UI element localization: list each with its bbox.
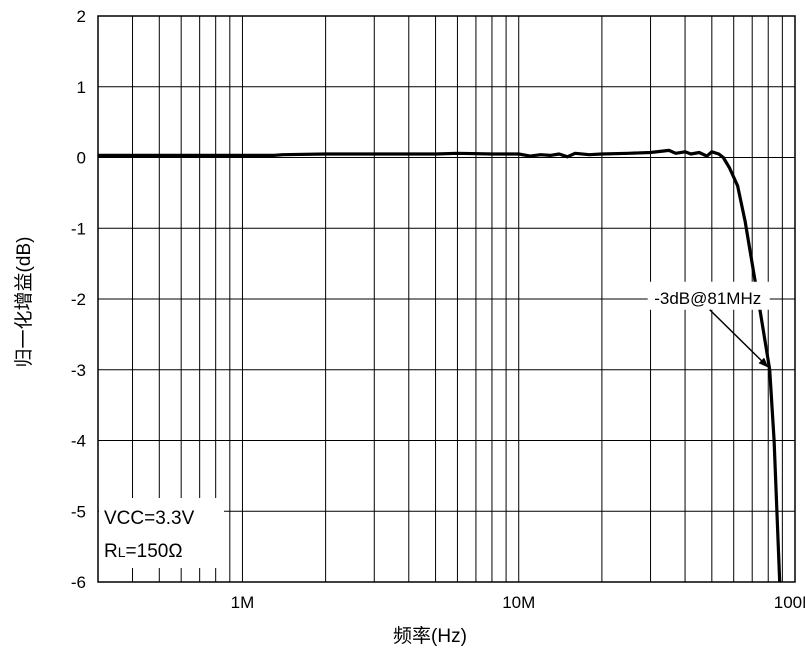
y-axis-label: 归一化增益(dB) bbox=[13, 237, 35, 368]
y-tick-label: 0 bbox=[77, 149, 86, 168]
y-tick-label: -5 bbox=[71, 502, 86, 521]
annotation-label: -3dB@81MHz bbox=[654, 289, 761, 308]
y-tick-label: -2 bbox=[71, 290, 86, 309]
rl-label-subscript: L bbox=[118, 544, 126, 560]
gain-curve bbox=[98, 148, 782, 583]
x-tick-label: 100M bbox=[774, 593, 805, 612]
conditions-box: VCC=3.3V RL=150Ω bbox=[99, 498, 224, 568]
y-tick-label: -4 bbox=[71, 432, 86, 451]
rl-label-suffix: =150Ω bbox=[126, 541, 183, 562]
conditions-box-background bbox=[99, 498, 224, 568]
x-tick-label: 1M bbox=[231, 593, 255, 612]
y-tick-label: -6 bbox=[71, 573, 86, 592]
annotation-label-background bbox=[647, 281, 770, 310]
y-tick-label: -3 bbox=[71, 361, 86, 380]
rl-label: RL=150Ω bbox=[104, 541, 183, 562]
annotation-arrow bbox=[709, 309, 769, 368]
plot-frame bbox=[97, 15, 796, 583]
y-tick-label: 2 bbox=[77, 7, 86, 26]
vcc-label: VCC=3.3V bbox=[104, 508, 195, 529]
rl-label-prefix: R bbox=[104, 541, 118, 562]
x-tick-label: 10M bbox=[502, 593, 535, 612]
x-axis-label: 频率(Hz) bbox=[393, 625, 467, 647]
y-tick-label: -1 bbox=[71, 219, 86, 238]
y-tick-label: 1 bbox=[77, 78, 86, 97]
